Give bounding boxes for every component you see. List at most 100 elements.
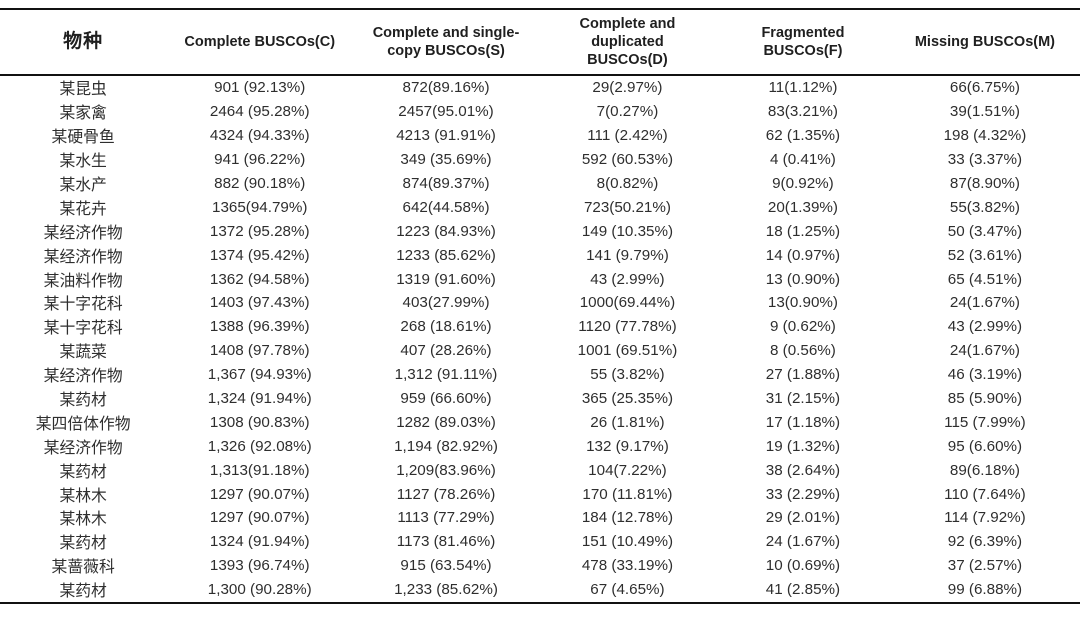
- value-cell: 38 (2.64%): [765, 461, 841, 479]
- table-row: 某水产 882 (90.18%) 874(89.37%) 8(0.82%) 9(0.92…: [0, 172, 1080, 196]
- table-row: 某家禽 2464 (95.28%) 2457(95.01%) 7(0.27%) 83(3…: [0, 100, 1080, 124]
- value-cell: 1408 (97.78%): [209, 342, 310, 360]
- value-cell: 1,313(91.18%): [209, 461, 310, 479]
- value-cell: 1372 (95.28%): [209, 222, 310, 240]
- table-row: 某经济作物 1,326 (92.08%) 1,194 (82.92%) 132 (9.…: [0, 434, 1080, 458]
- value-cell: 882 (90.18%): [214, 175, 306, 192]
- value-cell: 901 (92.13%): [214, 79, 306, 97]
- species-cell: 某花卉: [59, 200, 107, 218]
- species-cell: 某林木: [59, 487, 107, 505]
- value-cell: 29(2.97%): [592, 79, 663, 97]
- table-row: 某四倍体作物 1308 (90.83%) 1282 (89.03%) 26 (1.81…: [0, 410, 1080, 434]
- value-cell: 1324 (91.94%): [209, 533, 310, 551]
- table-header-row: 物种 Complete BUSCOs(C) Complete and single-…: [0, 9, 1080, 75]
- value-cell: 7(0.27%): [596, 103, 659, 121]
- value-cell: 9 (0.62%): [770, 318, 836, 336]
- value-cell: 1001 (69.51%): [577, 342, 678, 360]
- value-cell: 2464 (95.28%): [209, 103, 310, 121]
- value-cell: 65 (4.51%): [947, 270, 1023, 288]
- table-row: 某蔬菜 1408 (97.78%) 407 (28.26%) 1001 (69.51%…: [0, 339, 1080, 363]
- value-cell: 1,326 (92.08%): [207, 437, 312, 455]
- value-cell: 26 (1.81%): [590, 413, 665, 431]
- value-cell: 46 (3.19%): [947, 366, 1023, 384]
- value-cell: 85 (5.90%): [947, 390, 1023, 408]
- species-cell: 某经济作物: [43, 248, 123, 266]
- value-cell: 1113 (77.29%): [397, 509, 495, 527]
- value-cell: 55 (3.82%): [590, 366, 665, 384]
- value-cell: 33 (3.37%): [947, 151, 1023, 169]
- species-cell: 某药材: [59, 535, 107, 553]
- value-cell: 149 (10.35%): [581, 222, 674, 240]
- table-row: 某油料作物 1362 (94.58%) 1319 (91.60%) 43 (2.99%…: [0, 267, 1080, 291]
- value-cell: 13(0.90%): [767, 294, 838, 312]
- table-row: 某花卉 1365(94.79%) 642(44.58%) 723(50.21%) 20(…: [0, 195, 1080, 219]
- value-cell: 33 (2.29%): [765, 485, 841, 503]
- species-cell: 某药材: [59, 392, 107, 410]
- table-row: 某药材 1,300 (90.28%) 1,233 (85.62%) 67 (4.65%…: [0, 578, 1080, 603]
- species-cell: 某经济作物: [43, 439, 123, 457]
- value-cell: 872(89.16%): [402, 79, 490, 97]
- value-cell: 1308 (90.83%): [209, 413, 310, 431]
- species-cell: 某昆虫: [59, 81, 107, 99]
- species-cell: 某蔬菜: [59, 344, 107, 362]
- table-row: 某药材 1,313(91.18%) 1,209(83.96%) 104(7.22%) 3…: [0, 458, 1080, 482]
- value-cell: 1127 (78.26%): [396, 485, 496, 503]
- value-cell: 349 (35.69%): [400, 151, 492, 169]
- value-cell: 874(89.37%): [402, 175, 490, 192]
- table-row: 某药材 1324 (91.94%) 1173 (81.46%) 151 (10.49%…: [0, 530, 1080, 554]
- value-cell: 31 (2.15%): [765, 390, 841, 408]
- value-cell: 592 (60.53%): [581, 151, 674, 169]
- value-cell: 915 (63.54%): [400, 557, 492, 575]
- value-cell: 1388 (96.39%): [209, 318, 310, 336]
- value-cell: 1,312 (91.11%): [394, 366, 498, 384]
- column-header-2: Complete BUSCOs(C): [184, 33, 336, 50]
- value-cell: 20(1.39%): [767, 198, 838, 216]
- species-cell: 某水生: [59, 153, 107, 171]
- value-cell: 95 (6.60%): [947, 437, 1023, 455]
- value-cell: 4 (0.41%): [770, 151, 836, 169]
- value-cell: 87(8.90%): [949, 175, 1020, 192]
- table-body: 某昆虫 901 (92.13%) 872(89.16%) 29(2.97%) 11(1.…: [0, 75, 1080, 603]
- value-cell: 141 (9.79%): [586, 246, 669, 264]
- column-header-1: 物种: [63, 31, 104, 53]
- value-cell: 1374 (95.42%): [209, 246, 310, 264]
- value-cell: 198 (4.32%): [943, 127, 1027, 145]
- table-row: 某经济作物 1374 (95.42%) 1233 (85.62%) 141 (9.79…: [0, 243, 1080, 267]
- value-cell: 365 (25.35%): [581, 390, 674, 408]
- table-row: 某林木 1297 (90.07%) 1113 (77.29%) 184 (12.78%…: [0, 506, 1080, 530]
- species-cell: 某油料作物: [43, 272, 123, 290]
- table-row: 某经济作物 1,367 (94.93%) 1,312 (91.11%) 55 (3.8…: [0, 363, 1080, 387]
- value-cell: 642(44.58%): [402, 198, 490, 216]
- table-row: 某林木 1297 (90.07%) 1127 (78.26%) 170 (11.81%…: [0, 482, 1080, 506]
- value-cell: 1362 (94.58%): [209, 270, 310, 288]
- value-cell: 478 (33.19%): [581, 557, 674, 575]
- value-cell: 1223 (84.93%): [396, 222, 496, 240]
- value-cell: 1000(69.44%): [579, 294, 676, 312]
- table-row: 某经济作物 1372 (95.28%) 1223 (84.93%) 149 (10.3…: [0, 219, 1080, 243]
- table-row: 某十字花科 1388 (96.39%) 268 (18.61%) 1120 (77.7…: [0, 315, 1080, 339]
- value-cell: 941 (96.22%): [214, 151, 306, 169]
- value-cell: 4213 (91.91%): [396, 127, 496, 145]
- value-cell: 132 (9.17%): [586, 437, 669, 455]
- column-header-5: Fragmented BUSCOs(F): [761, 24, 845, 59]
- value-cell: 1,194 (82.92%): [394, 437, 498, 455]
- value-cell: 1233 (85.62%): [396, 246, 496, 264]
- value-cell: 1282 (89.03%): [396, 413, 496, 431]
- species-cell: 某十字花科: [43, 320, 123, 338]
- value-cell: 92 (6.39%): [947, 533, 1023, 551]
- value-cell: 55(3.82%): [949, 198, 1020, 216]
- column-header-6: Missing BUSCOs(M): [914, 33, 1056, 50]
- value-cell: 1,300 (90.28%): [207, 581, 312, 599]
- value-cell: 111 (2.42%): [587, 127, 668, 145]
- value-cell: 66(6.75%): [949, 79, 1020, 97]
- value-cell: 2457(95.01%): [398, 103, 494, 121]
- table-row: 某昆虫 901 (92.13%) 872(89.16%) 29(2.97%) 11(1.…: [0, 75, 1080, 100]
- value-cell: 9(0.92%): [772, 175, 834, 192]
- value-cell: 27 (1.88%): [765, 366, 841, 384]
- value-cell: 17 (1.18%): [765, 413, 841, 431]
- value-cell: 1393 (96.74%): [209, 557, 310, 575]
- value-cell: 1365(94.79%): [212, 198, 308, 216]
- species-cell: 某蔷薇科: [51, 559, 115, 577]
- value-cell: 11(1.12%): [768, 79, 838, 97]
